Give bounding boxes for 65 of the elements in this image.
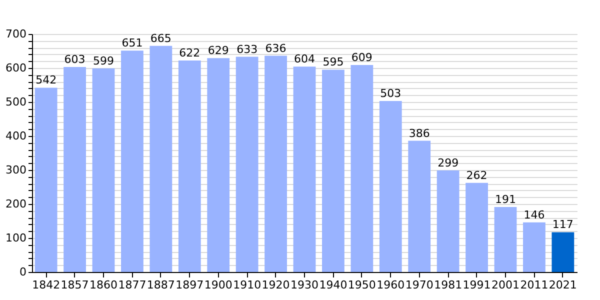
y-tick-label: 400 [6, 130, 26, 142]
x-tick-label: 1887 [146, 278, 175, 292]
y-tick-label: 700 [6, 28, 26, 40]
x-tick-label: 1930 [290, 278, 318, 292]
data-label: 542 [36, 74, 57, 87]
data-label: 665 [150, 32, 172, 45]
data-label: 262 [466, 168, 488, 182]
x-tick-label: 1981 [434, 278, 462, 292]
data-label: 633 [236, 42, 258, 56]
x-tick-label: 1897 [176, 278, 204, 292]
x-tick-label: 1842 [32, 278, 60, 292]
bar [293, 66, 316, 272]
bar [150, 46, 172, 272]
bar [207, 58, 230, 272]
bar [34, 88, 58, 272]
x-tick-label: 1940 [319, 278, 348, 292]
bar [264, 56, 287, 272]
x-tick-label: 1960 [376, 278, 405, 292]
x-tick-label: 1950 [348, 278, 376, 292]
bar [523, 222, 546, 272]
x-tick-label: 1910 [233, 278, 262, 292]
data-label: 636 [265, 42, 286, 55]
bar [92, 68, 115, 272]
bar [552, 232, 574, 272]
bar [379, 100, 402, 272]
x-tick-label: 2021 [548, 278, 577, 292]
data-label: 651 [122, 36, 143, 50]
x-tick-label: 1970 [405, 278, 434, 292]
y-tick-label: 600 [6, 62, 26, 74]
x-tick-label: 1877 [118, 278, 146, 292]
y-tick-label: 200 [6, 198, 26, 210]
data-label: 503 [380, 86, 402, 100]
bar [322, 70, 344, 272]
data-label: 595 [322, 56, 344, 69]
data-label: 191 [495, 193, 516, 206]
bar [466, 182, 488, 272]
data-label: 609 [351, 50, 372, 64]
y-tick-label: 100 [6, 232, 26, 244]
bar [436, 170, 460, 272]
data-label: 629 [208, 44, 229, 58]
bar [350, 64, 374, 272]
x-tick-label: 1860 [90, 278, 118, 292]
bar [494, 207, 517, 272]
bar [178, 60, 201, 272]
bar [408, 140, 431, 272]
x-tick-label: 1857 [60, 278, 89, 292]
x-tick-label: 2011 [520, 278, 548, 292]
bar [121, 50, 144, 272]
data-label: 386 [408, 126, 430, 140]
bar [64, 66, 86, 272]
x-tick-label: 1920 [262, 278, 290, 292]
data-label: 622 [179, 46, 200, 60]
x-tick-label: 1900 [204, 278, 232, 292]
x-tick-label: 2001 [492, 278, 520, 292]
data-label: 603 [64, 52, 86, 66]
y-tick-label: 300 [6, 164, 26, 176]
data-label: 117 [552, 218, 574, 232]
data-label: 604 [294, 52, 315, 66]
x-tick-label: 1991 [462, 278, 491, 292]
data-label: 146 [524, 208, 545, 222]
data-label: 599 [93, 54, 114, 68]
bar [236, 56, 258, 272]
y-tick-label: 500 [6, 96, 26, 108]
data-label: 299 [438, 156, 459, 170]
y-tick-label: 0 [20, 266, 26, 278]
